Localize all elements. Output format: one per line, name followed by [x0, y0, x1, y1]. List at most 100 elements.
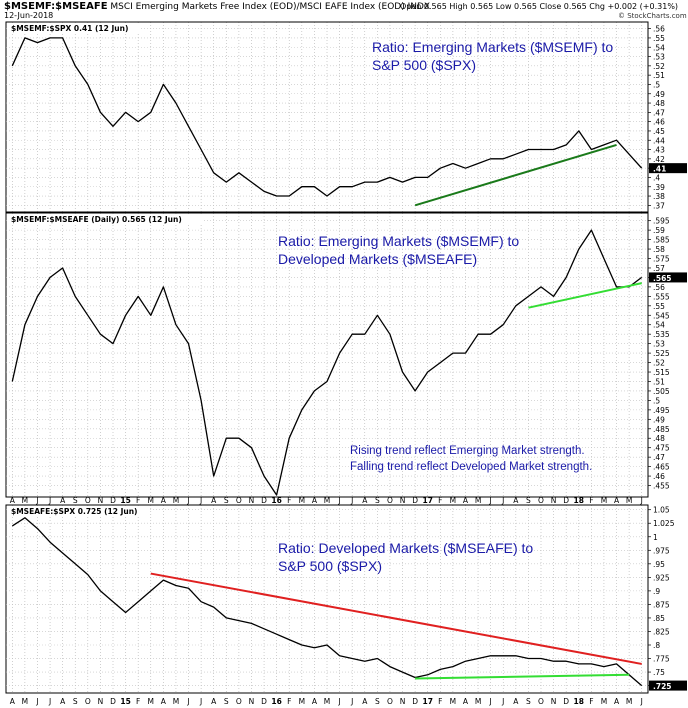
y-tick-label: .54: [653, 43, 665, 52]
x-tick-label: D: [110, 496, 116, 505]
x-tick-label: N: [400, 496, 406, 505]
x-tick-label: S: [526, 496, 531, 505]
y-tick-label: .875: [653, 600, 670, 609]
x-tick-label: 18: [574, 496, 584, 505]
x-tick-label: N: [249, 697, 255, 706]
x-tick-label: 18: [574, 697, 584, 706]
y-tick-label: .52: [653, 359, 665, 368]
x-tick-label: D: [110, 697, 116, 706]
y-tick-label: .525: [653, 349, 670, 358]
x-tick-label: M: [324, 496, 330, 505]
panel3-annotation-line1: Ratio: Developed Markets ($MSEAFE) to: [278, 540, 534, 556]
y-tick-label: .55: [653, 302, 665, 311]
y-tick-label: .55: [653, 34, 665, 43]
panel-frame: [5, 21, 649, 213]
x-tick-label: N: [249, 496, 255, 505]
x-tick-label: S: [73, 496, 78, 505]
chart-title: $MSEMF:$MSEAFE MSCI Emerging Markets Fre…: [4, 1, 430, 12]
y-tick-label: .95: [653, 560, 665, 569]
x-tick-label: J: [337, 697, 340, 706]
x-tick-label: M: [148, 697, 154, 706]
stockcharts-logo: © StockCharts.com: [618, 12, 687, 20]
x-tick-label: O: [236, 496, 242, 505]
x-tick-label: 16: [271, 496, 281, 505]
ratio-series-line: [11, 37, 643, 197]
y-tick-label: .545: [653, 311, 670, 320]
panel-label-bg: [7, 214, 204, 224]
ratio-series-line: [11, 517, 643, 687]
y-tick-label: .38: [653, 192, 665, 201]
x-tick-label: J: [48, 697, 51, 706]
x-tick-label: M: [173, 496, 179, 505]
panel3-annotation: Ratio: Developed Markets ($MSEAFE) to S&…: [278, 539, 533, 575]
x-tick-label: M: [324, 697, 330, 706]
x-tick-label: D: [412, 496, 418, 505]
y-tick-label: .585: [653, 236, 670, 245]
x-tick-label: M: [22, 496, 28, 505]
y-tick-label: .535: [653, 330, 670, 339]
x-tick-label: D: [412, 697, 418, 706]
x-tick-label: O: [387, 496, 393, 505]
y-tick-label: .575: [653, 255, 670, 264]
x-tick-label: J: [640, 496, 643, 505]
x-tick-label: J: [35, 697, 38, 706]
symbol: $MSEMF:$MSEAFE: [4, 1, 108, 12]
y-tick-label: .43: [653, 146, 665, 155]
y-tick-label: .59: [653, 226, 665, 235]
x-tick-label: M: [475, 697, 481, 706]
x-tick-label: F: [438, 496, 442, 505]
x-tick-label: F: [589, 496, 593, 505]
y-tick-label: .4: [653, 173, 660, 182]
panel2-note: Rising trend reflect Emerging Market str…: [350, 443, 592, 475]
y-tick-label: .85: [653, 614, 665, 623]
y-tick-label: .925: [653, 573, 670, 582]
x-tick-label: S: [224, 496, 229, 505]
y-tick-label: 1.025: [653, 519, 675, 528]
panel3-annotation-line2: S&P 500 ($SPX): [278, 558, 383, 574]
x-tick-label: D: [563, 496, 569, 505]
x-tick-label: A: [161, 496, 167, 505]
y-tick-label: .48: [653, 434, 665, 443]
panel-label: $MSEMF:$SPX 0.41 (12 Jun): [11, 24, 128, 33]
y-tick-label: 1: [653, 533, 658, 542]
last-value-label: .41: [653, 165, 666, 174]
y-tick-label: .52: [653, 62, 665, 71]
x-tick-label: S: [375, 697, 380, 706]
x-tick-label: N: [98, 496, 104, 505]
x-tick-label: A: [614, 496, 620, 505]
x-tick-label: A: [60, 697, 66, 706]
x-tick-label: 17: [422, 697, 432, 706]
x-tick-label: M: [450, 697, 456, 706]
symbol-description: MSCI Emerging Markets Free Index (EOD)/M…: [110, 2, 431, 12]
y-tick-label: .56: [653, 283, 665, 292]
y-tick-label: .49: [653, 415, 665, 424]
trendline: [528, 282, 642, 309]
x-tick-label: D: [563, 697, 569, 706]
x-tick-label: A: [211, 697, 217, 706]
y-tick-label: .51: [653, 377, 665, 386]
x-tick-label: A: [312, 697, 318, 706]
x-tick-label: A: [211, 496, 217, 505]
ratio-series-line: [11, 229, 643, 496]
panel2-note-line1: Rising trend reflect Emerging Market str…: [350, 445, 585, 457]
y-tick-label: .475: [653, 444, 670, 453]
y-tick-label: .495: [653, 406, 670, 415]
trendline: [415, 673, 630, 680]
x-tick-label: J: [501, 496, 504, 505]
panel-frame: [5, 212, 649, 498]
last-value-marker: [649, 163, 687, 174]
x-tick-label: O: [387, 697, 393, 706]
x-tick-label: S: [526, 697, 531, 706]
x-tick-label: A: [60, 496, 66, 505]
panel-label: $MSEAFE:$SPX 0.725 (12 Jun): [11, 507, 137, 516]
x-tick-label: 15: [120, 697, 130, 706]
x-tick-label: J: [489, 697, 492, 706]
y-tick-label: .825: [653, 627, 670, 636]
panel1-annotation: Ratio: Emerging Markets ($MSEMF) to S&P …: [372, 38, 613, 74]
y-tick-label: .56: [653, 25, 665, 34]
x-tick-label: J: [48, 496, 51, 505]
x-tick-label: F: [287, 496, 291, 505]
y-tick-label: .44: [653, 136, 665, 145]
y-tick-label: .47: [653, 108, 665, 117]
x-tick-label: N: [551, 496, 557, 505]
